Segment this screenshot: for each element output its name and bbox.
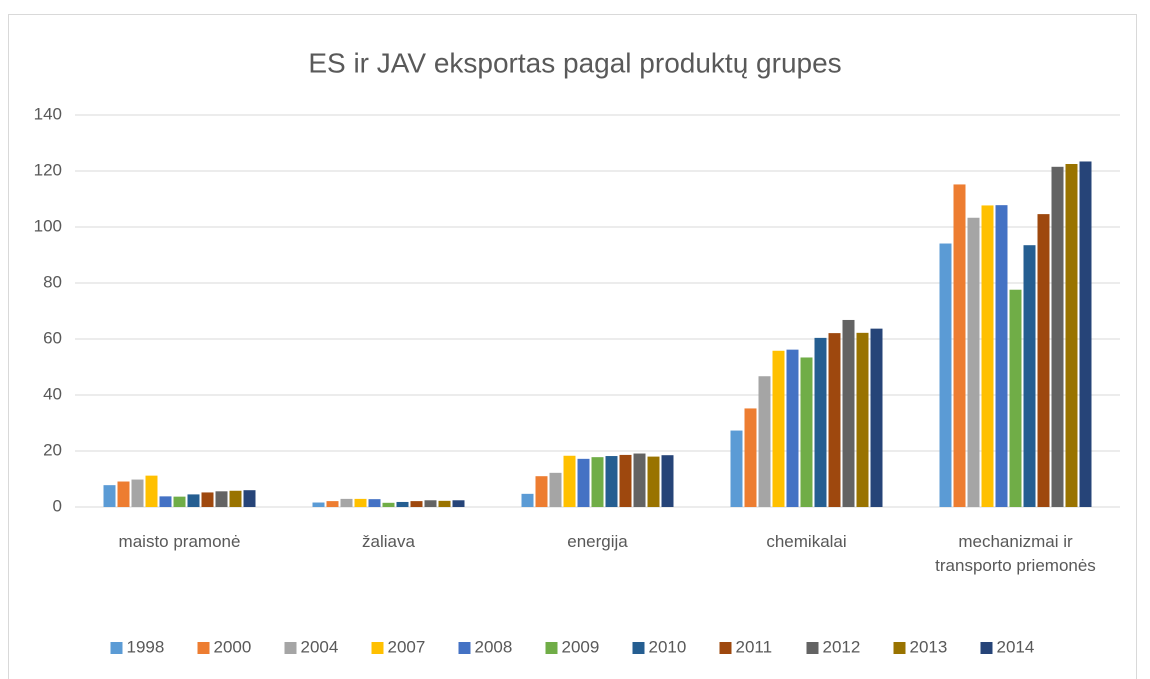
y-tick-label: 80 [43, 272, 62, 291]
bar [229, 490, 242, 507]
y-tick-label: 60 [43, 328, 62, 347]
bar [828, 333, 841, 507]
bar [1079, 161, 1092, 508]
bar [981, 205, 994, 507]
bar [814, 337, 827, 507]
bar [396, 501, 409, 507]
x-tick-label: žaliava [362, 532, 415, 551]
bar [856, 332, 869, 507]
y-tick-label: 40 [43, 384, 62, 403]
legend-label: 2009 [562, 637, 600, 656]
bar [340, 498, 353, 507]
bar [772, 350, 785, 507]
chart-frame [8, 14, 1137, 679]
bar [633, 453, 646, 507]
legend-swatch [371, 642, 384, 654]
bar [1065, 164, 1078, 507]
bar [1023, 245, 1036, 507]
bar [215, 491, 228, 507]
bar [410, 501, 423, 507]
legend-label: 2004 [301, 637, 339, 656]
legend-swatch [284, 642, 297, 654]
bar [800, 357, 813, 507]
bar [145, 475, 158, 507]
x-tick-label: mechanizmai ir transporto priemonės [935, 532, 1096, 575]
bar [159, 496, 172, 507]
bar [521, 493, 534, 507]
bar [438, 500, 451, 507]
bar [1051, 166, 1064, 508]
chart-title: ES ir JAV eksportas pagal produktų grupe… [308, 47, 841, 78]
legend-label: 1998 [127, 637, 165, 656]
bar [312, 502, 325, 507]
bar [382, 502, 395, 507]
legend-swatch [197, 642, 210, 654]
bar [563, 455, 576, 507]
legend-label: 2000 [214, 637, 252, 656]
bar [953, 184, 966, 507]
legend-swatch [545, 642, 558, 654]
bar [591, 457, 604, 507]
bar [870, 328, 883, 507]
legend-label: 2011 [736, 637, 773, 656]
bar [103, 485, 116, 507]
x-tick-label: maisto pramonė [118, 532, 241, 551]
legend-swatch [458, 642, 471, 654]
legend-label: 2010 [649, 637, 687, 656]
bar [131, 479, 144, 507]
bar [744, 408, 757, 507]
legend-swatch [806, 642, 819, 654]
bar [967, 217, 980, 507]
bar [605, 456, 618, 507]
bar [201, 492, 214, 507]
bar [842, 319, 855, 507]
legend-label: 2008 [475, 637, 513, 656]
bar [619, 454, 632, 507]
y-tick-label: 140 [34, 104, 62, 123]
bar [577, 458, 590, 507]
bar [995, 205, 1008, 507]
bar [549, 472, 562, 507]
legend-swatch [110, 642, 123, 654]
bar [117, 481, 130, 507]
legend-swatch [632, 642, 645, 654]
bar [452, 500, 465, 507]
legend-label: 2014 [997, 637, 1035, 656]
legend-label: 2013 [910, 637, 948, 656]
legend-label: 2007 [388, 637, 426, 656]
bar [368, 499, 381, 507]
bar [647, 456, 660, 507]
y-tick-label: 0 [53, 496, 62, 515]
legend-label: 2012 [823, 637, 861, 656]
legend-swatch [719, 642, 732, 654]
x-tick-label: energija [567, 532, 628, 551]
bar [730, 430, 743, 507]
bar [939, 243, 952, 507]
bar [243, 490, 256, 507]
bar [1009, 289, 1022, 507]
legend-swatch [893, 642, 906, 654]
bar [786, 349, 799, 507]
y-tick-label: 120 [34, 160, 62, 179]
x-tick-label: chemikalai [766, 532, 847, 551]
bar [758, 376, 771, 507]
bar [187, 494, 200, 507]
y-tick-label: 20 [43, 440, 62, 459]
y-tick-label: 100 [34, 216, 62, 235]
bar [1037, 214, 1050, 507]
bar [354, 498, 367, 507]
bar [661, 455, 674, 507]
bar [535, 476, 548, 507]
bar [424, 500, 437, 507]
bar [173, 496, 186, 507]
legend-swatch [980, 642, 993, 654]
bar [326, 501, 339, 507]
